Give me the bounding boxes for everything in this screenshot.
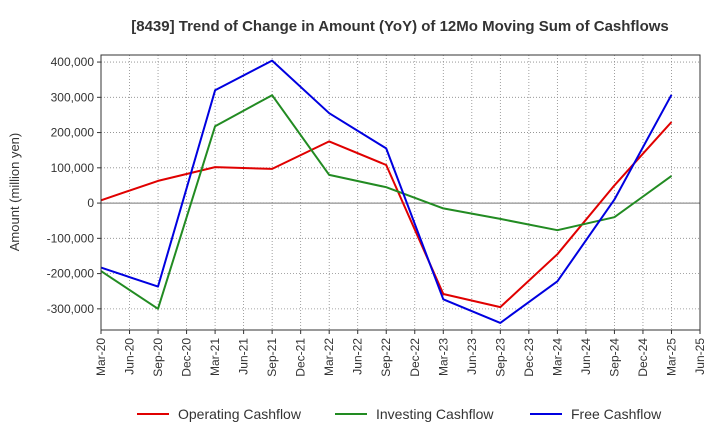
x-tick-label: Jun-25 xyxy=(693,338,707,375)
chart-title: [8439] Trend of Change in Amount (YoY) o… xyxy=(131,18,669,35)
y-tick-label: 300,000 xyxy=(51,90,95,104)
x-tick-label: Jun-23 xyxy=(465,338,479,375)
x-tick-label: Sep-21 xyxy=(265,338,279,377)
x-tick-label: Sep-22 xyxy=(379,338,393,377)
series-layer xyxy=(100,59,673,324)
x-tick-label: Dec-20 xyxy=(180,338,194,377)
y-tick-label: 100,000 xyxy=(51,161,95,175)
x-tick-label: Dec-23 xyxy=(522,338,536,377)
x-tick-label: Sep-20 xyxy=(151,338,165,377)
y-axis-label: Amount (million yen) xyxy=(7,133,22,252)
series-line-operating-cashflow xyxy=(100,121,673,309)
x-tick-label: Mar-24 xyxy=(550,338,564,376)
x-tick-label: Jun-21 xyxy=(237,338,251,375)
y-axis-ticks: 400,000 300,000 200,000 100,000 0 -100,000 -20… xyxy=(47,55,101,316)
y-tick-label: -100,000 xyxy=(47,231,95,245)
x-tick-label: Sep-23 xyxy=(493,338,507,377)
x-tick-label: Mar-20 xyxy=(94,338,108,376)
plot-frame xyxy=(100,54,701,331)
x-tick-label: Mar-21 xyxy=(208,338,222,376)
series-line-free-cashflow xyxy=(100,59,673,324)
y-tick-label: -200,000 xyxy=(47,267,95,281)
legend-label-investing-cashflow: Investing Cashflow xyxy=(376,406,494,422)
y-tick-label: 0 xyxy=(87,196,94,210)
x-tick-label: Mar-23 xyxy=(436,338,450,376)
x-tick-label: Mar-22 xyxy=(322,338,336,376)
x-tick-label: Dec-22 xyxy=(408,338,422,377)
series-line-investing-cashflow xyxy=(100,94,673,310)
legend: Operating Cashflow Investing Cashflow Free… xyxy=(137,406,662,422)
legend-label-free-cashflow: Free Cashflow xyxy=(571,406,662,422)
y-tick-label: -300,000 xyxy=(47,302,95,316)
x-tick-label: Dec-21 xyxy=(294,338,308,377)
y-tick-label: 400,000 xyxy=(51,55,95,69)
x-tick-label: Jun-20 xyxy=(123,338,137,375)
y-tick-label: 200,000 xyxy=(51,126,95,140)
legend-label-operating-cashflow: Operating Cashflow xyxy=(178,406,302,422)
x-tick-label: Mar-25 xyxy=(664,338,678,376)
x-tick-label: Jun-24 xyxy=(579,338,593,375)
x-axis-ticks: Mar-20 Jun-20 Sep-20 Dec-20 Mar-21 Jun-21 Sep-… xyxy=(94,330,707,377)
x-tick-label: Jun-22 xyxy=(351,338,365,375)
x-tick-label: Dec-24 xyxy=(636,338,650,377)
x-tick-label: Sep-24 xyxy=(607,338,621,377)
